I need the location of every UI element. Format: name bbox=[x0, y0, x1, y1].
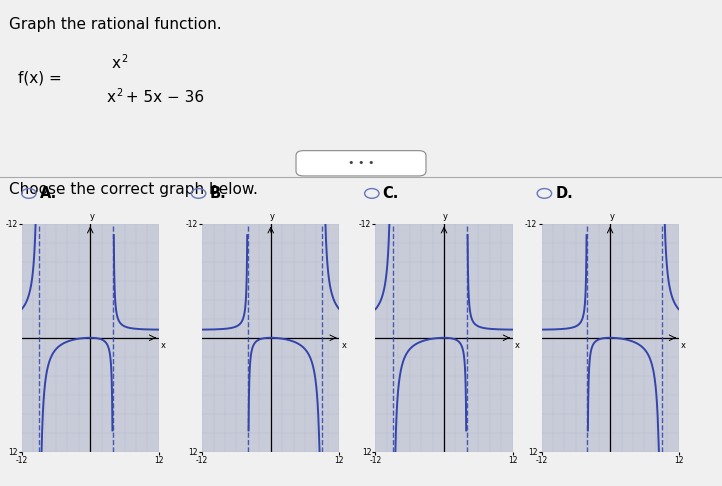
Text: A.: A. bbox=[40, 186, 57, 201]
Text: x: x bbox=[342, 341, 347, 350]
Text: + 5x − 36: + 5x − 36 bbox=[121, 90, 204, 104]
Text: Choose the correct graph below.: Choose the correct graph below. bbox=[9, 182, 258, 197]
Text: 2: 2 bbox=[121, 54, 128, 64]
Text: x: x bbox=[112, 56, 121, 70]
Text: y: y bbox=[609, 212, 614, 221]
Text: B.: B. bbox=[209, 186, 226, 201]
Text: D.: D. bbox=[555, 186, 573, 201]
Text: Graph the rational function.: Graph the rational function. bbox=[9, 17, 222, 32]
Text: y: y bbox=[270, 212, 275, 221]
Text: 2: 2 bbox=[116, 88, 123, 98]
Text: y: y bbox=[443, 212, 448, 221]
Text: C.: C. bbox=[383, 186, 399, 201]
Text: x: x bbox=[161, 341, 166, 350]
Text: x: x bbox=[107, 90, 116, 104]
Text: x: x bbox=[681, 341, 686, 350]
Text: y: y bbox=[90, 212, 95, 221]
Text: x: x bbox=[515, 341, 520, 350]
Text: f(x) =: f(x) = bbox=[18, 70, 62, 85]
Text: • • •: • • • bbox=[348, 158, 374, 168]
